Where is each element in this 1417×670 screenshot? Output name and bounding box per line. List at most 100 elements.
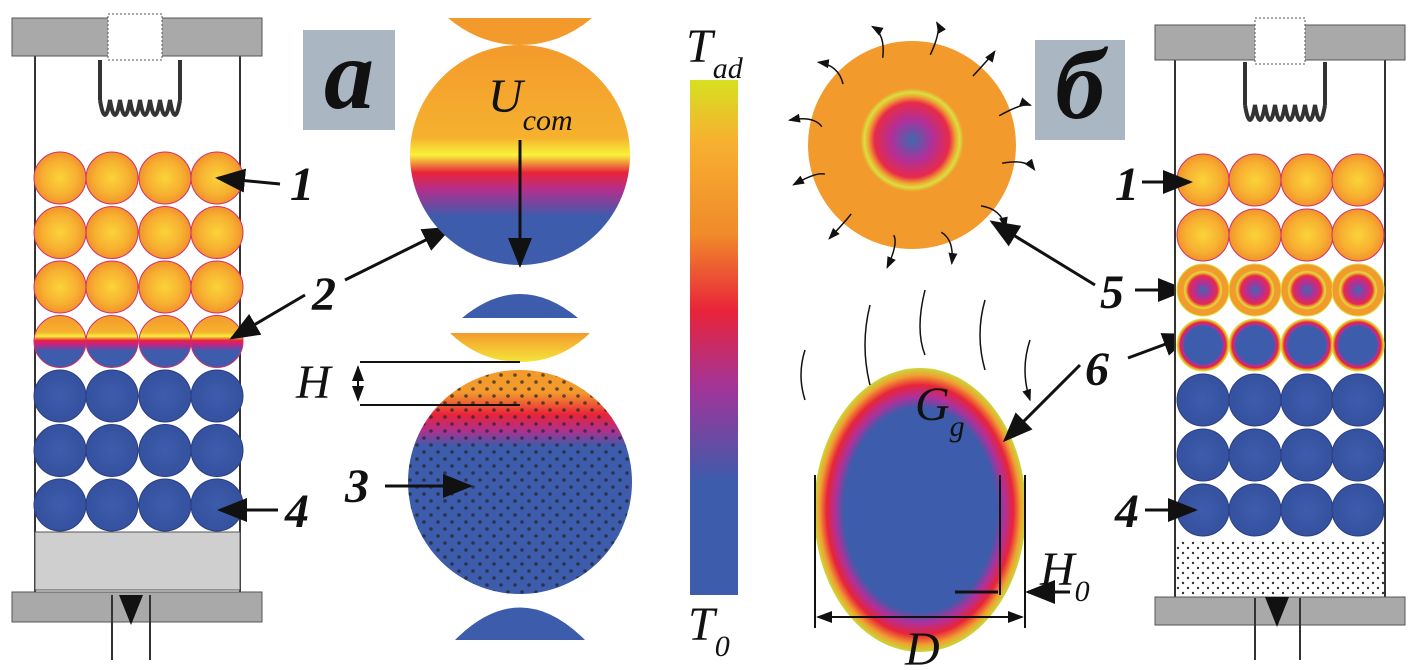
gas-outflow (788, 113, 823, 128)
particle (1228, 428, 1282, 482)
particle (1280, 208, 1334, 262)
symbol: T (686, 20, 716, 73)
label-box (303, 30, 395, 130)
particle (1228, 208, 1282, 262)
particle (138, 478, 192, 532)
reacting-particle (788, 21, 1036, 269)
arrow (1002, 363, 1082, 443)
particle (1280, 483, 1334, 537)
callout: 1 (290, 158, 314, 211)
particle (1176, 263, 1230, 317)
particle (138, 424, 192, 477)
particle (1331, 208, 1385, 262)
particle (33, 151, 87, 205)
particle (190, 478, 244, 532)
subscript: 0 (1075, 575, 1090, 608)
particle (1176, 428, 1230, 482)
subscript: 0 (715, 630, 730, 663)
scale-bottom: T0 (688, 598, 730, 663)
particle (1280, 318, 1334, 372)
arrow (344, 226, 453, 282)
diameter-label: D (904, 623, 940, 670)
callout: 3 (344, 460, 369, 513)
particle (85, 478, 139, 532)
symbol: T (688, 598, 718, 651)
particle (33, 424, 87, 477)
particle (190, 151, 244, 205)
gas-outflow (886, 234, 896, 269)
particle (1228, 483, 1282, 537)
particle (1331, 483, 1385, 537)
callout: 2 (311, 268, 336, 321)
particle (33, 206, 87, 259)
particle (33, 315, 87, 368)
particle (1280, 263, 1334, 317)
particle (1228, 318, 1282, 372)
particle (1331, 428, 1385, 482)
label-box (1035, 40, 1125, 140)
gas-outflow (940, 231, 958, 266)
particle (1331, 263, 1385, 317)
particle (138, 369, 192, 423)
velocity-label: Ucom (488, 70, 573, 137)
scale-top: Tad (686, 20, 744, 85)
particle (138, 315, 192, 368)
callout: 4 (284, 485, 309, 538)
callout: 6 (1085, 343, 1109, 396)
subscript: com (523, 104, 573, 137)
particle (33, 478, 87, 532)
particle (190, 424, 244, 477)
gas-outflow (792, 173, 826, 186)
gas-flow-label: Gg (915, 378, 965, 443)
particle (1176, 208, 1230, 262)
callout: 4 (1114, 485, 1139, 538)
reactor-b (1154, 17, 1406, 660)
particle (1331, 373, 1385, 427)
gas-outflow (998, 97, 1032, 117)
particle (1228, 263, 1282, 317)
particle (1176, 153, 1230, 207)
particle (190, 206, 244, 259)
particle (85, 260, 139, 314)
height-label: H (295, 356, 333, 409)
particle (1176, 373, 1230, 427)
particle (138, 260, 192, 314)
gas-outflow (816, 59, 844, 85)
symbol: U (488, 70, 526, 123)
particle (190, 260, 244, 314)
gas-outflow (870, 25, 884, 58)
arrow (229, 293, 306, 340)
extinct-particle (800, 289, 1070, 652)
gas-outflow (1002, 158, 1036, 172)
arrow (215, 168, 281, 193)
particle (33, 369, 87, 423)
particle (85, 315, 139, 368)
particle (190, 315, 244, 368)
particle (85, 206, 139, 259)
temperature-scale (690, 80, 738, 595)
particle (138, 151, 192, 205)
thickness-label: H0 (1039, 543, 1090, 608)
particle (138, 206, 192, 259)
callout: 1 (1115, 158, 1139, 211)
particle (1176, 318, 1230, 372)
reactor-a (11, 13, 263, 660)
subscript: ad (713, 52, 744, 85)
particle (1280, 373, 1334, 427)
particle (1331, 318, 1385, 372)
particle (1228, 373, 1282, 427)
gas-outflow (828, 213, 852, 240)
front-particles (352, 18, 632, 640)
callout: 5 (1100, 266, 1124, 319)
particle (85, 151, 139, 205)
particle (85, 424, 139, 477)
arrow (989, 220, 1096, 287)
particle (1228, 153, 1282, 207)
symbol: H (1039, 543, 1077, 596)
particle (190, 369, 244, 423)
gas-outflow (929, 21, 946, 56)
subscript: g (950, 410, 965, 443)
particle (33, 260, 87, 314)
panel-label: б (1055, 29, 1109, 140)
panel-label: а (324, 19, 374, 130)
